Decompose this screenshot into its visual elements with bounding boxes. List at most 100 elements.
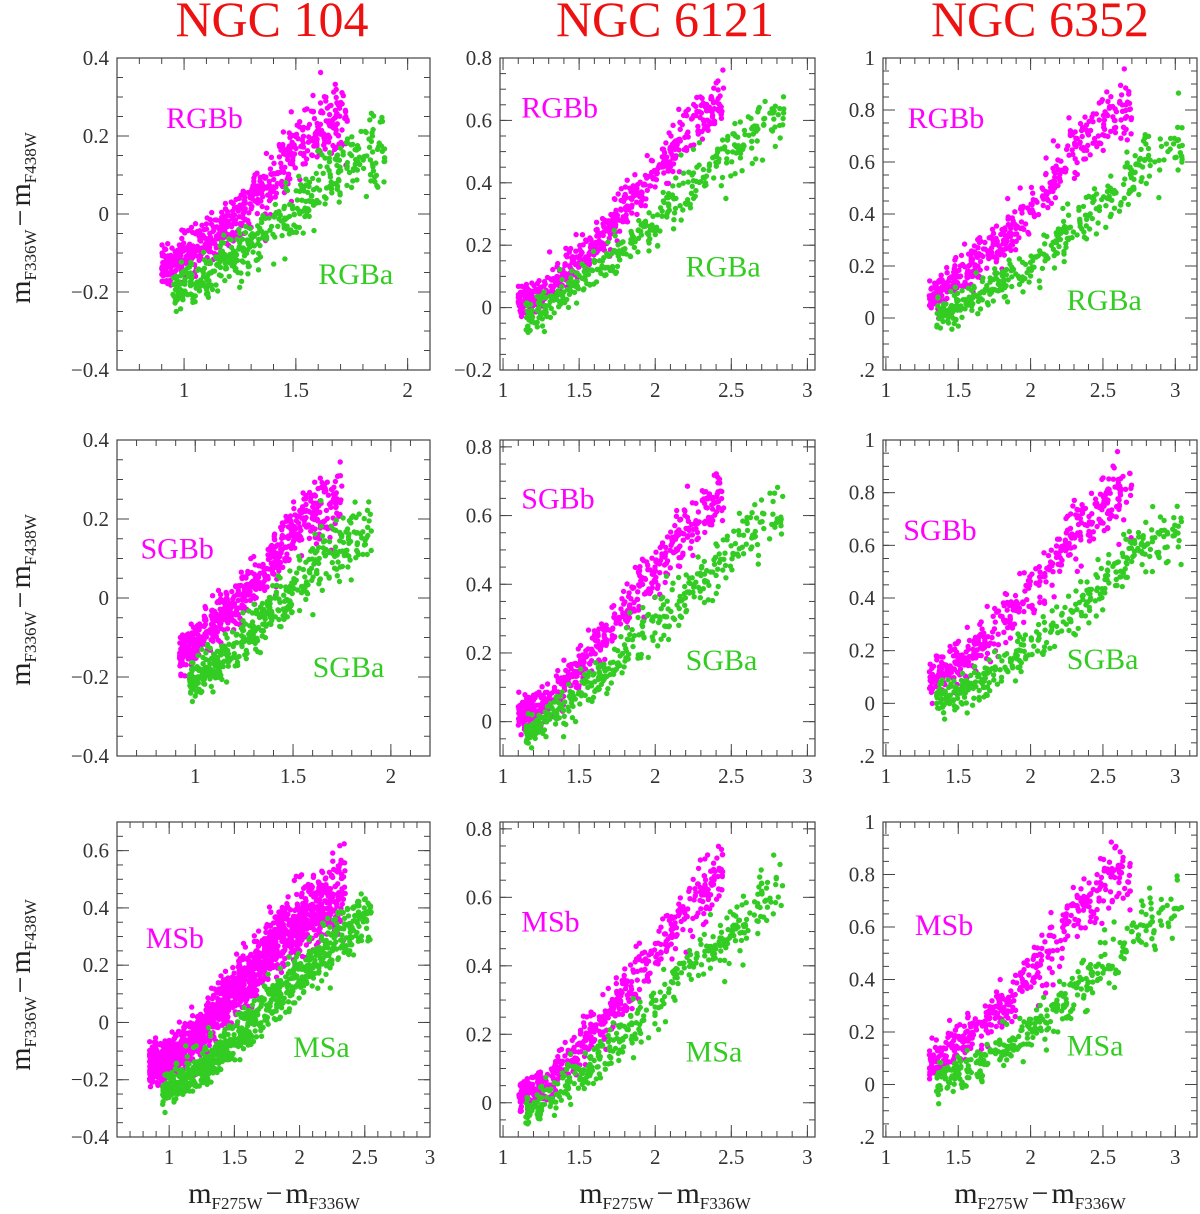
star-point (302, 584, 308, 590)
star-point (759, 157, 766, 163)
star-point (541, 700, 548, 706)
star-point (935, 303, 941, 309)
star-point (649, 158, 656, 164)
star-point (200, 661, 206, 667)
star-point (1111, 205, 1118, 211)
star-point (247, 597, 253, 603)
star-point (1029, 202, 1035, 208)
star-point (716, 156, 722, 162)
star-point (1003, 272, 1010, 278)
star-point (179, 247, 186, 253)
x-tick-label: 1 (190, 764, 201, 788)
star-point (1124, 137, 1131, 143)
star-point (205, 238, 211, 244)
star-point (1082, 212, 1089, 218)
star-point (690, 178, 697, 184)
star-point (635, 235, 642, 241)
star-point (168, 264, 174, 270)
star-point (1039, 265, 1046, 272)
star-point (934, 324, 940, 330)
star-point (663, 573, 670, 579)
y-tick-label: 0.6 (466, 108, 492, 132)
star-point (1077, 120, 1084, 127)
star-point (964, 275, 971, 281)
star-point (1069, 234, 1075, 241)
star-point (332, 156, 338, 162)
star-point (1167, 146, 1173, 152)
star-point (271, 536, 278, 542)
star-point (584, 280, 590, 287)
star-point (605, 626, 611, 633)
star-point (530, 695, 537, 701)
population-label-rgba: RGBa (1067, 284, 1142, 317)
star-point (682, 200, 689, 206)
star-point (205, 294, 212, 300)
star-point (1146, 173, 1153, 179)
star-point (680, 180, 686, 186)
star-point (620, 610, 626, 616)
star-point (337, 459, 343, 465)
star-point (742, 131, 748, 138)
star-point (642, 172, 649, 179)
star-point (767, 490, 773, 496)
star-point (591, 671, 597, 677)
star-point (347, 538, 354, 545)
star-point (1002, 293, 1008, 300)
star-point (1110, 114, 1116, 120)
star-point (669, 194, 676, 201)
star-point (612, 634, 618, 640)
star-point (290, 530, 296, 536)
star-point (709, 506, 716, 512)
star-point (993, 223, 1000, 229)
star-point (716, 476, 723, 482)
star-point (519, 283, 525, 289)
star-point (337, 499, 343, 506)
star-point (526, 312, 532, 318)
star-point (938, 311, 944, 318)
star-point (204, 277, 210, 283)
star-point (990, 237, 996, 243)
star-point (162, 246, 168, 252)
star-point (1128, 131, 1134, 137)
star-point (1070, 229, 1077, 235)
star-point (590, 694, 597, 701)
star-point (716, 101, 722, 107)
star-point (629, 210, 635, 216)
star-point (680, 112, 687, 119)
star-point (368, 178, 374, 184)
star-point (256, 236, 262, 242)
star-point (247, 201, 253, 207)
star-point (249, 610, 256, 616)
star-point (302, 213, 308, 220)
star-point (179, 271, 185, 277)
star-point (208, 655, 215, 662)
star-point (1142, 156, 1148, 163)
star-point (187, 279, 194, 285)
star-point (1095, 220, 1101, 226)
star-point (574, 283, 581, 289)
star-point (535, 300, 541, 306)
star-point (316, 187, 323, 193)
star-point (336, 578, 343, 585)
star-point (710, 494, 716, 501)
star-point (747, 514, 754, 521)
star-point (258, 604, 264, 611)
star-point (566, 681, 572, 688)
star-point (711, 175, 717, 181)
star-point (1125, 201, 1132, 208)
star-point (243, 250, 250, 256)
star-point (676, 605, 682, 612)
star-point (308, 193, 315, 199)
star-point (317, 576, 324, 582)
star-point (281, 592, 287, 598)
star-point (553, 694, 559, 700)
star-point (755, 552, 762, 559)
star-point (300, 230, 306, 236)
star-point (271, 160, 277, 166)
star-point (368, 547, 374, 554)
star-point (182, 673, 188, 679)
star-point (367, 511, 373, 517)
star-point (639, 556, 646, 562)
star-point (1093, 191, 1100, 197)
star-point (635, 614, 641, 621)
